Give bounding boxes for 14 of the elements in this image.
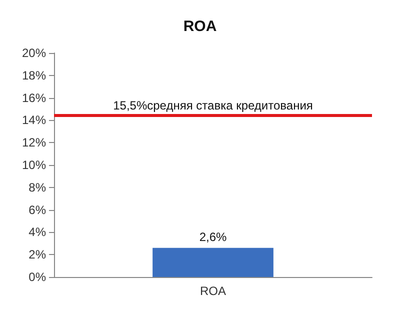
y-tick-label: 12% [22,136,46,150]
ref-line-label: 15,5%средняя ставка кредитования [113,98,313,113]
y-tick-label: 8% [28,180,46,194]
y-tick-label: 0% [28,270,46,284]
data-label: 2,6% [199,230,227,244]
chart-title: ROA [183,18,217,35]
y-tick-label: 2% [28,248,46,262]
y-tick-label: 16% [22,90,46,105]
y-tick-label: 10% [22,158,46,172]
y-tick-label: 20% [22,46,46,60]
y-tick-label: 14% [22,113,46,128]
y-tick-label: 18% [22,68,46,82]
y-tick-label: 6% [28,202,46,217]
y-tick-label: 4% [28,225,46,240]
